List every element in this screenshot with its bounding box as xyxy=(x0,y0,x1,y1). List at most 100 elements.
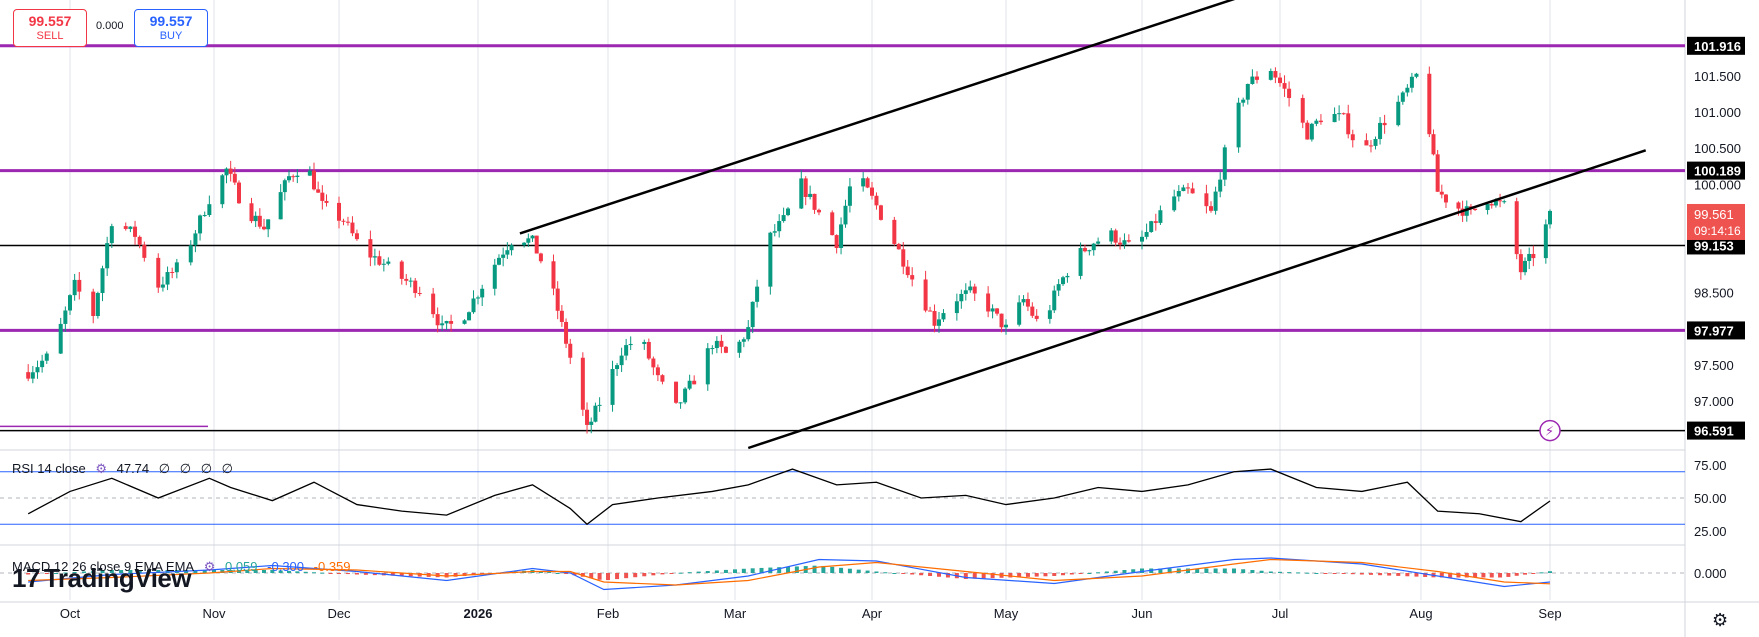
candle-body xyxy=(1498,200,1503,202)
macd-hist-value: 0.059 xyxy=(224,559,258,574)
time-tick-label: Aug xyxy=(1409,606,1432,621)
macd-histogram-bar xyxy=(1186,568,1190,573)
macd-histogram-bar xyxy=(1140,568,1144,573)
candle-body xyxy=(646,341,651,359)
candle-body xyxy=(1091,243,1096,251)
macd-histogram-bar xyxy=(945,573,950,578)
candle-body xyxy=(564,321,569,344)
macd-histogram-bar xyxy=(100,570,105,573)
candle-body xyxy=(741,339,746,342)
macd-histogram-bar xyxy=(669,573,674,574)
candle-body xyxy=(1118,242,1123,245)
macd-histogram-bar xyxy=(660,573,665,575)
time-tick-label: Sep xyxy=(1538,606,1561,621)
macd-histogram-bar xyxy=(278,570,283,573)
trend-line xyxy=(519,0,1236,235)
settings-icon[interactable]: ⚙ xyxy=(203,559,216,574)
candle-body xyxy=(687,380,692,389)
price-level-label: 101.916 xyxy=(1694,39,1741,54)
macd-histogram-bar xyxy=(1439,573,1444,578)
macd-histogram-bar xyxy=(1008,573,1013,578)
candle-body xyxy=(1213,191,1218,211)
candle-body xyxy=(1309,123,1314,140)
countdown-label: 09:14:16 xyxy=(1694,224,1741,238)
macd-histogram-bar xyxy=(928,573,933,576)
candle-body xyxy=(404,278,409,281)
macd-histogram-bar xyxy=(874,571,879,573)
macd-histogram-bar xyxy=(1204,568,1209,573)
macd-histogram-bar xyxy=(444,573,449,578)
candle-body xyxy=(1255,76,1259,80)
macd-histogram-bar xyxy=(1473,573,1478,578)
candle-body xyxy=(63,310,68,324)
candle-body xyxy=(781,215,786,222)
macd-legend-label: MACD 12 26 close 9 EMA EMA xyxy=(12,559,195,574)
macd-histogram-bar xyxy=(337,573,341,574)
macd-histogram-bar xyxy=(128,570,133,573)
price-level-badge xyxy=(1687,321,1745,340)
candle-body xyxy=(1047,310,1052,319)
rsi-legend-value: 47.74 xyxy=(116,461,150,476)
candle-body xyxy=(1502,201,1507,203)
candle-body xyxy=(174,262,179,273)
trend-channel[interactable] xyxy=(519,0,1647,450)
candle-body xyxy=(1456,202,1461,209)
macd-histogram-bar xyxy=(345,573,350,575)
horizontal-levels[interactable] xyxy=(0,44,1685,432)
gear-icon[interactable]: ⚙ xyxy=(1712,610,1729,630)
candle-body xyxy=(128,226,133,229)
buy-button[interactable]: 99.557 BUY xyxy=(134,9,208,47)
macd-histogram-bar xyxy=(1332,573,1337,574)
time-tick-label: Apr xyxy=(862,606,883,621)
rsi-legend-extra: ∅ xyxy=(158,461,171,476)
macd-histogram-bar xyxy=(1158,568,1163,573)
macd-histogram-bar xyxy=(812,565,817,573)
candle-body xyxy=(905,266,910,276)
macd-histogram-bar xyxy=(759,567,764,573)
macd-histogram-bar xyxy=(1268,571,1273,573)
rsi-legend-extra: ∅ xyxy=(221,461,233,476)
candle-body xyxy=(1464,206,1469,216)
candle-body xyxy=(777,221,782,232)
macd-histogram-bar xyxy=(919,573,924,576)
candle-body xyxy=(287,176,291,181)
macd-legend[interactable]: MACD 12 26 close 9 EMA EMA ⚙ 0.059 -0.30… xyxy=(12,559,357,575)
rsi-legend[interactable]: RSI 14 close ⚙ 47.74 ∅ ∅ ∅ ∅ xyxy=(12,461,239,477)
candle-body xyxy=(959,293,964,302)
candle-body xyxy=(786,208,791,216)
settings-icon[interactable]: ⚙ xyxy=(95,461,107,476)
candles xyxy=(26,66,1552,434)
candle-body xyxy=(1144,231,1149,237)
candle-body xyxy=(35,367,40,373)
candle-body xyxy=(1017,302,1022,325)
macd-histogram-bar xyxy=(839,567,844,573)
macd-histogram-bar xyxy=(642,573,647,577)
macd-histogram-bar xyxy=(1350,573,1355,575)
price-tick-label: 101.500 xyxy=(1694,69,1741,84)
candle-body xyxy=(137,236,142,245)
candle-body xyxy=(1109,230,1114,242)
candle-body xyxy=(593,405,598,422)
candle-body xyxy=(772,231,777,233)
macd-histogram-bar xyxy=(1113,570,1118,573)
candle-body xyxy=(324,200,329,203)
candle-body xyxy=(585,409,590,425)
macd-histogram-bar xyxy=(26,573,31,575)
candle-body xyxy=(399,261,404,279)
candle-body xyxy=(1548,210,1552,225)
candle-body xyxy=(1527,253,1532,261)
candle-body xyxy=(1350,134,1355,141)
sell-button[interactable]: 99.557 SELL xyxy=(13,9,87,47)
tradingview-logo: 17 TradingView xyxy=(12,563,192,593)
candle-body xyxy=(1209,206,1213,211)
candle-body xyxy=(100,268,105,294)
candle-body xyxy=(40,360,45,368)
price-tick-label: 98.500 xyxy=(1694,286,1734,301)
candle-body xyxy=(350,222,355,234)
candle-body xyxy=(1414,73,1419,77)
candle-body xyxy=(1082,248,1087,252)
price-level-label: 96.591 xyxy=(1694,424,1734,439)
candle-body xyxy=(624,345,629,356)
candle-body xyxy=(501,254,506,258)
